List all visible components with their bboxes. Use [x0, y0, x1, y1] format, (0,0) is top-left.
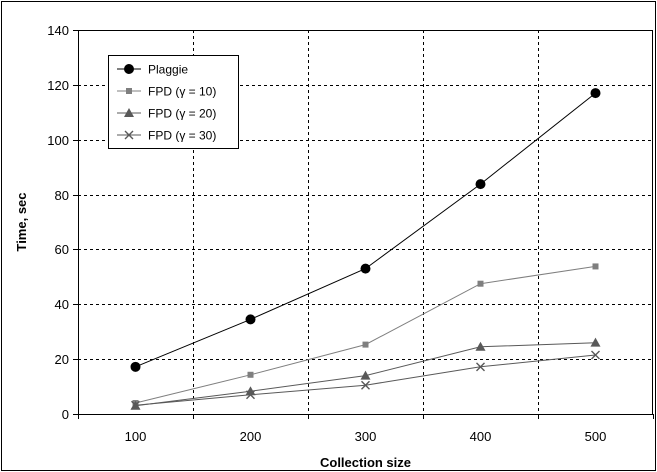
data-point — [362, 341, 369, 348]
legend-label: FPD (γ = 20) — [148, 107, 216, 121]
series-0 — [130, 88, 601, 372]
y-tick-label: 120 — [47, 78, 69, 93]
legend-label: Plaggie — [148, 63, 188, 77]
data-point — [126, 88, 132, 94]
series-3 — [131, 350, 600, 410]
data-point — [360, 263, 371, 274]
data-point — [246, 390, 255, 400]
y-tick-label: 140 — [47, 23, 69, 38]
series-line — [135, 354, 596, 406]
legend-item: FPD (γ = 20) — [117, 107, 216, 121]
y-tick-label: 60 — [55, 242, 69, 257]
y-axis-title: Time, sec — [14, 192, 29, 251]
axes: 0 20 40 60 80 100 120 140 100 200 300 400 500 — [47, 23, 654, 444]
y-tick-label: 0 — [62, 407, 69, 422]
y-tick-label: 80 — [55, 188, 69, 203]
data-point — [360, 370, 371, 380]
x-tick-label: 200 — [240, 429, 262, 444]
x-tick-label: 500 — [585, 429, 607, 444]
data-point — [130, 361, 141, 372]
legend-label: FPD (γ = 10) — [148, 85, 216, 99]
data-point — [131, 400, 140, 410]
y-tick-label: 40 — [55, 297, 69, 312]
legend-item: Plaggie — [117, 63, 188, 77]
data-point — [477, 280, 484, 287]
legend: Plaggie FPD (γ = 10) FPD (γ = 20) FPD (γ = … — [108, 55, 239, 149]
y-tick-label: 100 — [47, 133, 69, 148]
data-point — [475, 179, 486, 190]
x-tick-label: 100 — [125, 429, 147, 444]
data-point — [361, 380, 370, 390]
data-point — [590, 337, 601, 347]
data-point — [591, 350, 600, 360]
data-point — [592, 263, 599, 270]
data-point — [124, 130, 134, 140]
data-point — [590, 88, 601, 99]
data-point — [247, 371, 254, 378]
legend-item: FPD (γ = 10) — [117, 85, 216, 99]
legend-label: FPD (γ = 30) — [148, 129, 216, 143]
x-tick-label: 400 — [470, 429, 492, 444]
data-point — [245, 314, 256, 325]
legend-item: FPD (γ = 30) — [117, 129, 216, 143]
y-tick-label: 20 — [55, 352, 69, 367]
data-point — [124, 64, 134, 74]
x-axis-title: Collection size — [320, 455, 411, 470]
data-point — [476, 362, 485, 372]
data-point — [475, 341, 486, 351]
x-tick-label: 300 — [355, 429, 377, 444]
series-line — [135, 265, 596, 404]
data-point — [124, 108, 134, 117]
series — [130, 88, 601, 410]
